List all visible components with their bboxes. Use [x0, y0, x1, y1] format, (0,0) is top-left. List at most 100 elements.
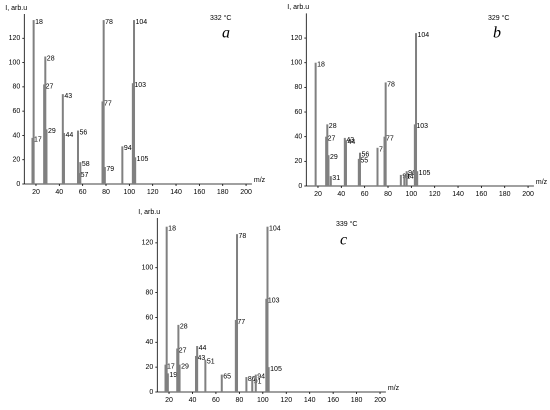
peak-label: 77 — [104, 100, 112, 107]
peak-label: 105 — [270, 366, 282, 373]
peak-label: 51 — [207, 359, 215, 366]
y-tick-label: 80 — [13, 84, 21, 91]
peak-label: 18 — [35, 19, 43, 26]
y-tick-label: 0 — [149, 389, 153, 396]
x-tick-label: 60 — [212, 397, 220, 404]
y-tick-label: 80 — [295, 84, 303, 91]
y-tick-label: 20 — [13, 157, 21, 164]
peak — [325, 136, 328, 186]
x-tick-label: 200 — [374, 397, 386, 404]
peak-label: 29 — [181, 364, 189, 371]
peak — [399, 174, 402, 186]
y-tick-label: 40 — [146, 339, 154, 346]
peak — [194, 355, 197, 392]
peak-label: 86 — [248, 376, 256, 383]
peak-label: 79 — [106, 166, 114, 173]
peak — [79, 162, 82, 184]
panel-label: c — [340, 232, 347, 249]
peak — [196, 346, 199, 392]
peak-label: 27 — [179, 347, 187, 354]
x-tick-label: 120 — [147, 189, 159, 196]
peak — [251, 379, 254, 392]
y-axis-label: I, arb.u — [138, 209, 160, 216]
chart-title: 332 °C — [210, 14, 231, 22]
peak-label: 43 — [197, 355, 205, 362]
chart-title: 329 °C — [488, 14, 509, 22]
peak — [134, 157, 137, 184]
peak-label: 44 — [199, 345, 207, 352]
y-tick-label: 40 — [295, 134, 303, 141]
y-tick-label: 40 — [13, 132, 21, 139]
peak-label: 56 — [361, 152, 369, 159]
peak — [326, 124, 329, 186]
peak-label: 103 — [134, 82, 146, 89]
y-tick-label: 100 — [291, 60, 303, 67]
x-tick-label: 100 — [406, 191, 418, 198]
peak-label: 43 — [64, 93, 72, 100]
peak — [45, 129, 48, 184]
peak-label: 104 — [269, 226, 281, 233]
peak-label: 91 — [254, 378, 262, 385]
peak — [245, 377, 248, 392]
peak-label: 31 — [332, 175, 340, 182]
y-tick-label: 0 — [298, 183, 302, 190]
peak-label: 105 — [137, 156, 149, 163]
peak — [383, 136, 386, 186]
peak-label: 78 — [105, 19, 113, 26]
peak-label: 105 — [419, 170, 431, 177]
peak — [32, 20, 35, 185]
peak — [101, 101, 104, 184]
x-axis-label: m/z — [254, 177, 266, 184]
y-tick-label: 60 — [13, 108, 21, 115]
peak-label: 78 — [387, 81, 395, 88]
peak-label: 65 — [223, 373, 231, 380]
peak-label: 94 — [257, 373, 265, 380]
peak-label: 19 — [169, 372, 177, 379]
x-tick-label: 200 — [522, 191, 534, 198]
peak — [62, 133, 65, 184]
y-tick-label: 20 — [146, 364, 154, 371]
peak-label: 44 — [347, 139, 355, 146]
x-tick-label: 100 — [124, 189, 136, 196]
peak-label: 71 — [379, 147, 387, 154]
x-tick-label: 140 — [170, 189, 182, 196]
peak-label: 94 — [124, 145, 132, 152]
peak — [327, 155, 330, 186]
peak — [177, 324, 180, 392]
peak — [265, 298, 268, 392]
peak — [236, 234, 239, 392]
x-tick-label: 80 — [102, 189, 110, 196]
peak-label: 77 — [237, 319, 245, 326]
peak — [344, 140, 347, 186]
peak — [44, 56, 47, 184]
x-tick-label: 180 — [351, 397, 363, 404]
peak-label: 78 — [239, 233, 247, 240]
peak-label: 96 — [408, 170, 416, 177]
x-tick-label: 140 — [452, 191, 464, 198]
x-tick-label: 40 — [189, 397, 197, 404]
x-tick-label: 60 — [361, 191, 369, 198]
peak — [131, 83, 134, 184]
x-tick-label: 120 — [280, 397, 292, 404]
peak — [357, 158, 360, 186]
peak — [267, 367, 270, 392]
peak — [178, 364, 181, 392]
y-tick-label: 120 — [9, 35, 21, 42]
peak-label: 43 — [346, 137, 354, 144]
x-tick-label: 40 — [337, 191, 345, 198]
peak-label: 103 — [268, 298, 280, 305]
peak-label: 55 — [360, 158, 368, 165]
x-axis-label: m/z — [536, 179, 548, 186]
peak-label: 27 — [328, 136, 336, 143]
peak — [254, 374, 257, 392]
peak — [165, 226, 168, 392]
peak — [204, 359, 207, 392]
peak-label: 103 — [416, 123, 428, 130]
x-tick-label: 60 — [79, 189, 87, 196]
y-tick-label: 60 — [295, 109, 303, 116]
peak-label: 17 — [167, 364, 175, 371]
peak — [102, 20, 105, 185]
peak — [416, 171, 419, 186]
x-tick-label: 120 — [429, 191, 441, 198]
